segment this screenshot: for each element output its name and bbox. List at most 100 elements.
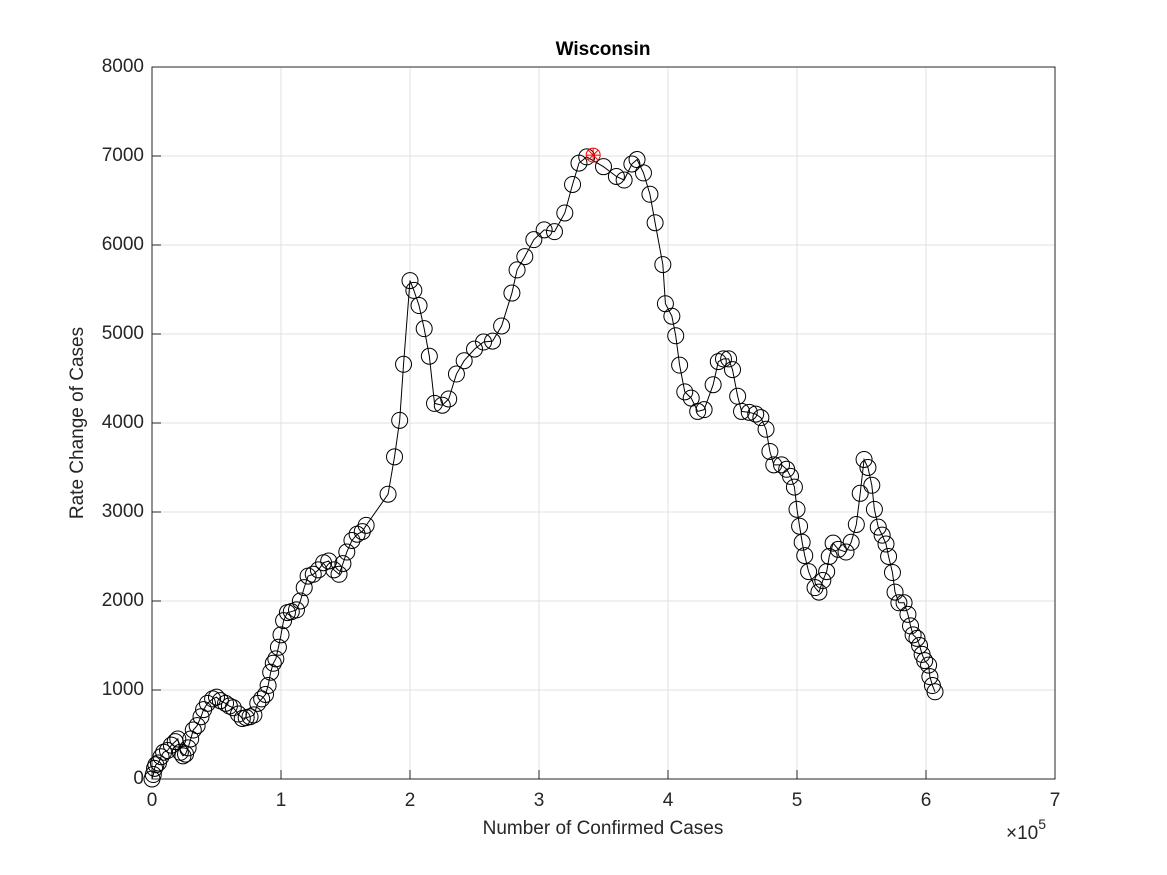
data-point [851,484,869,502]
data-point [847,515,865,533]
data-point [926,683,944,701]
data-point [641,185,659,203]
data-point [204,690,222,708]
x-axis-label: Number of Confirmed Cases [483,818,724,839]
x-multiplier: ×105 [1006,816,1046,844]
data-point [545,223,563,241]
data-point [535,221,553,239]
data-point [334,555,352,573]
data-point [188,717,206,735]
y-tick-label: 4000 [102,412,144,433]
data-point [595,158,612,176]
data-point [709,353,727,371]
data-point [466,340,483,358]
data-point [241,708,259,726]
data-point [747,405,765,423]
data-point [395,355,413,373]
x-tick-label: 1 [276,790,287,811]
data-point [908,629,926,647]
data-point [556,204,574,222]
y-tick-label: 5000 [102,323,144,344]
data-point [877,535,895,553]
data-point [330,565,348,583]
data-point [410,297,428,315]
data-point [800,563,818,581]
data-point [676,383,694,401]
data-point [788,500,806,518]
data-point [895,594,913,612]
data-point [516,248,534,266]
data-point [525,231,543,249]
y-tick-label: 6000 [102,234,144,255]
data-point [144,766,162,784]
series-line [151,156,936,780]
data-point [304,565,322,583]
y-tick-label: 2000 [102,590,144,611]
data-point [689,402,707,420]
data-point [829,540,847,558]
data-point [704,376,722,394]
x-tick-label: 4 [663,790,674,811]
data-point [810,583,828,601]
data-point [259,677,277,695]
data-point [564,175,582,193]
data-point [820,548,838,565]
data-point [824,534,842,552]
data-point [401,272,419,290]
data-point [785,478,803,496]
data-point [211,692,229,710]
data-point [911,637,929,654]
data-point [904,626,922,644]
data-point [184,721,202,739]
data-point [217,694,235,712]
data-point [264,654,282,672]
data-point [195,701,213,719]
data-point [615,171,633,189]
highlight-point [586,148,601,163]
data-point [353,523,371,541]
data-point [646,214,664,232]
data-point [245,706,263,724]
data-point [357,516,375,534]
data-point [447,365,465,383]
data-point [733,402,751,420]
x-multiplier-base: ×10 [1006,823,1038,844]
data-point [440,390,458,408]
data-point [782,467,800,485]
data-point [415,320,433,338]
data-point [773,456,791,474]
data-point [921,668,939,686]
data-point [720,350,738,368]
data-point [503,284,521,302]
data-point [654,256,672,274]
y-tick-label: 1000 [102,679,144,700]
y-axis-label: Rate Change of Cases [67,327,88,519]
chart-title: Wisconsin [556,39,651,60]
data-point [752,409,770,427]
x-tick-label: 7 [1050,790,1061,811]
y-tick-label: 3000 [102,501,144,522]
data-point [198,694,216,712]
data-point [169,730,187,748]
data-point [859,459,877,476]
data-point [152,748,170,766]
data-point [475,333,493,351]
data-point [837,543,855,561]
data-point [623,155,641,173]
data-point [386,448,404,466]
data-point [269,638,287,656]
data-point [607,167,625,185]
data-point [272,626,290,644]
data-point [883,564,901,582]
data-point [880,548,898,565]
x-tick-label: 0 [147,790,158,811]
data-point [724,361,741,379]
data-point [863,476,881,494]
data-point [920,656,938,674]
data-point [886,583,904,601]
data-point [348,525,366,543]
data-point [761,442,779,460]
data-point [873,526,891,544]
data-point [433,396,451,414]
